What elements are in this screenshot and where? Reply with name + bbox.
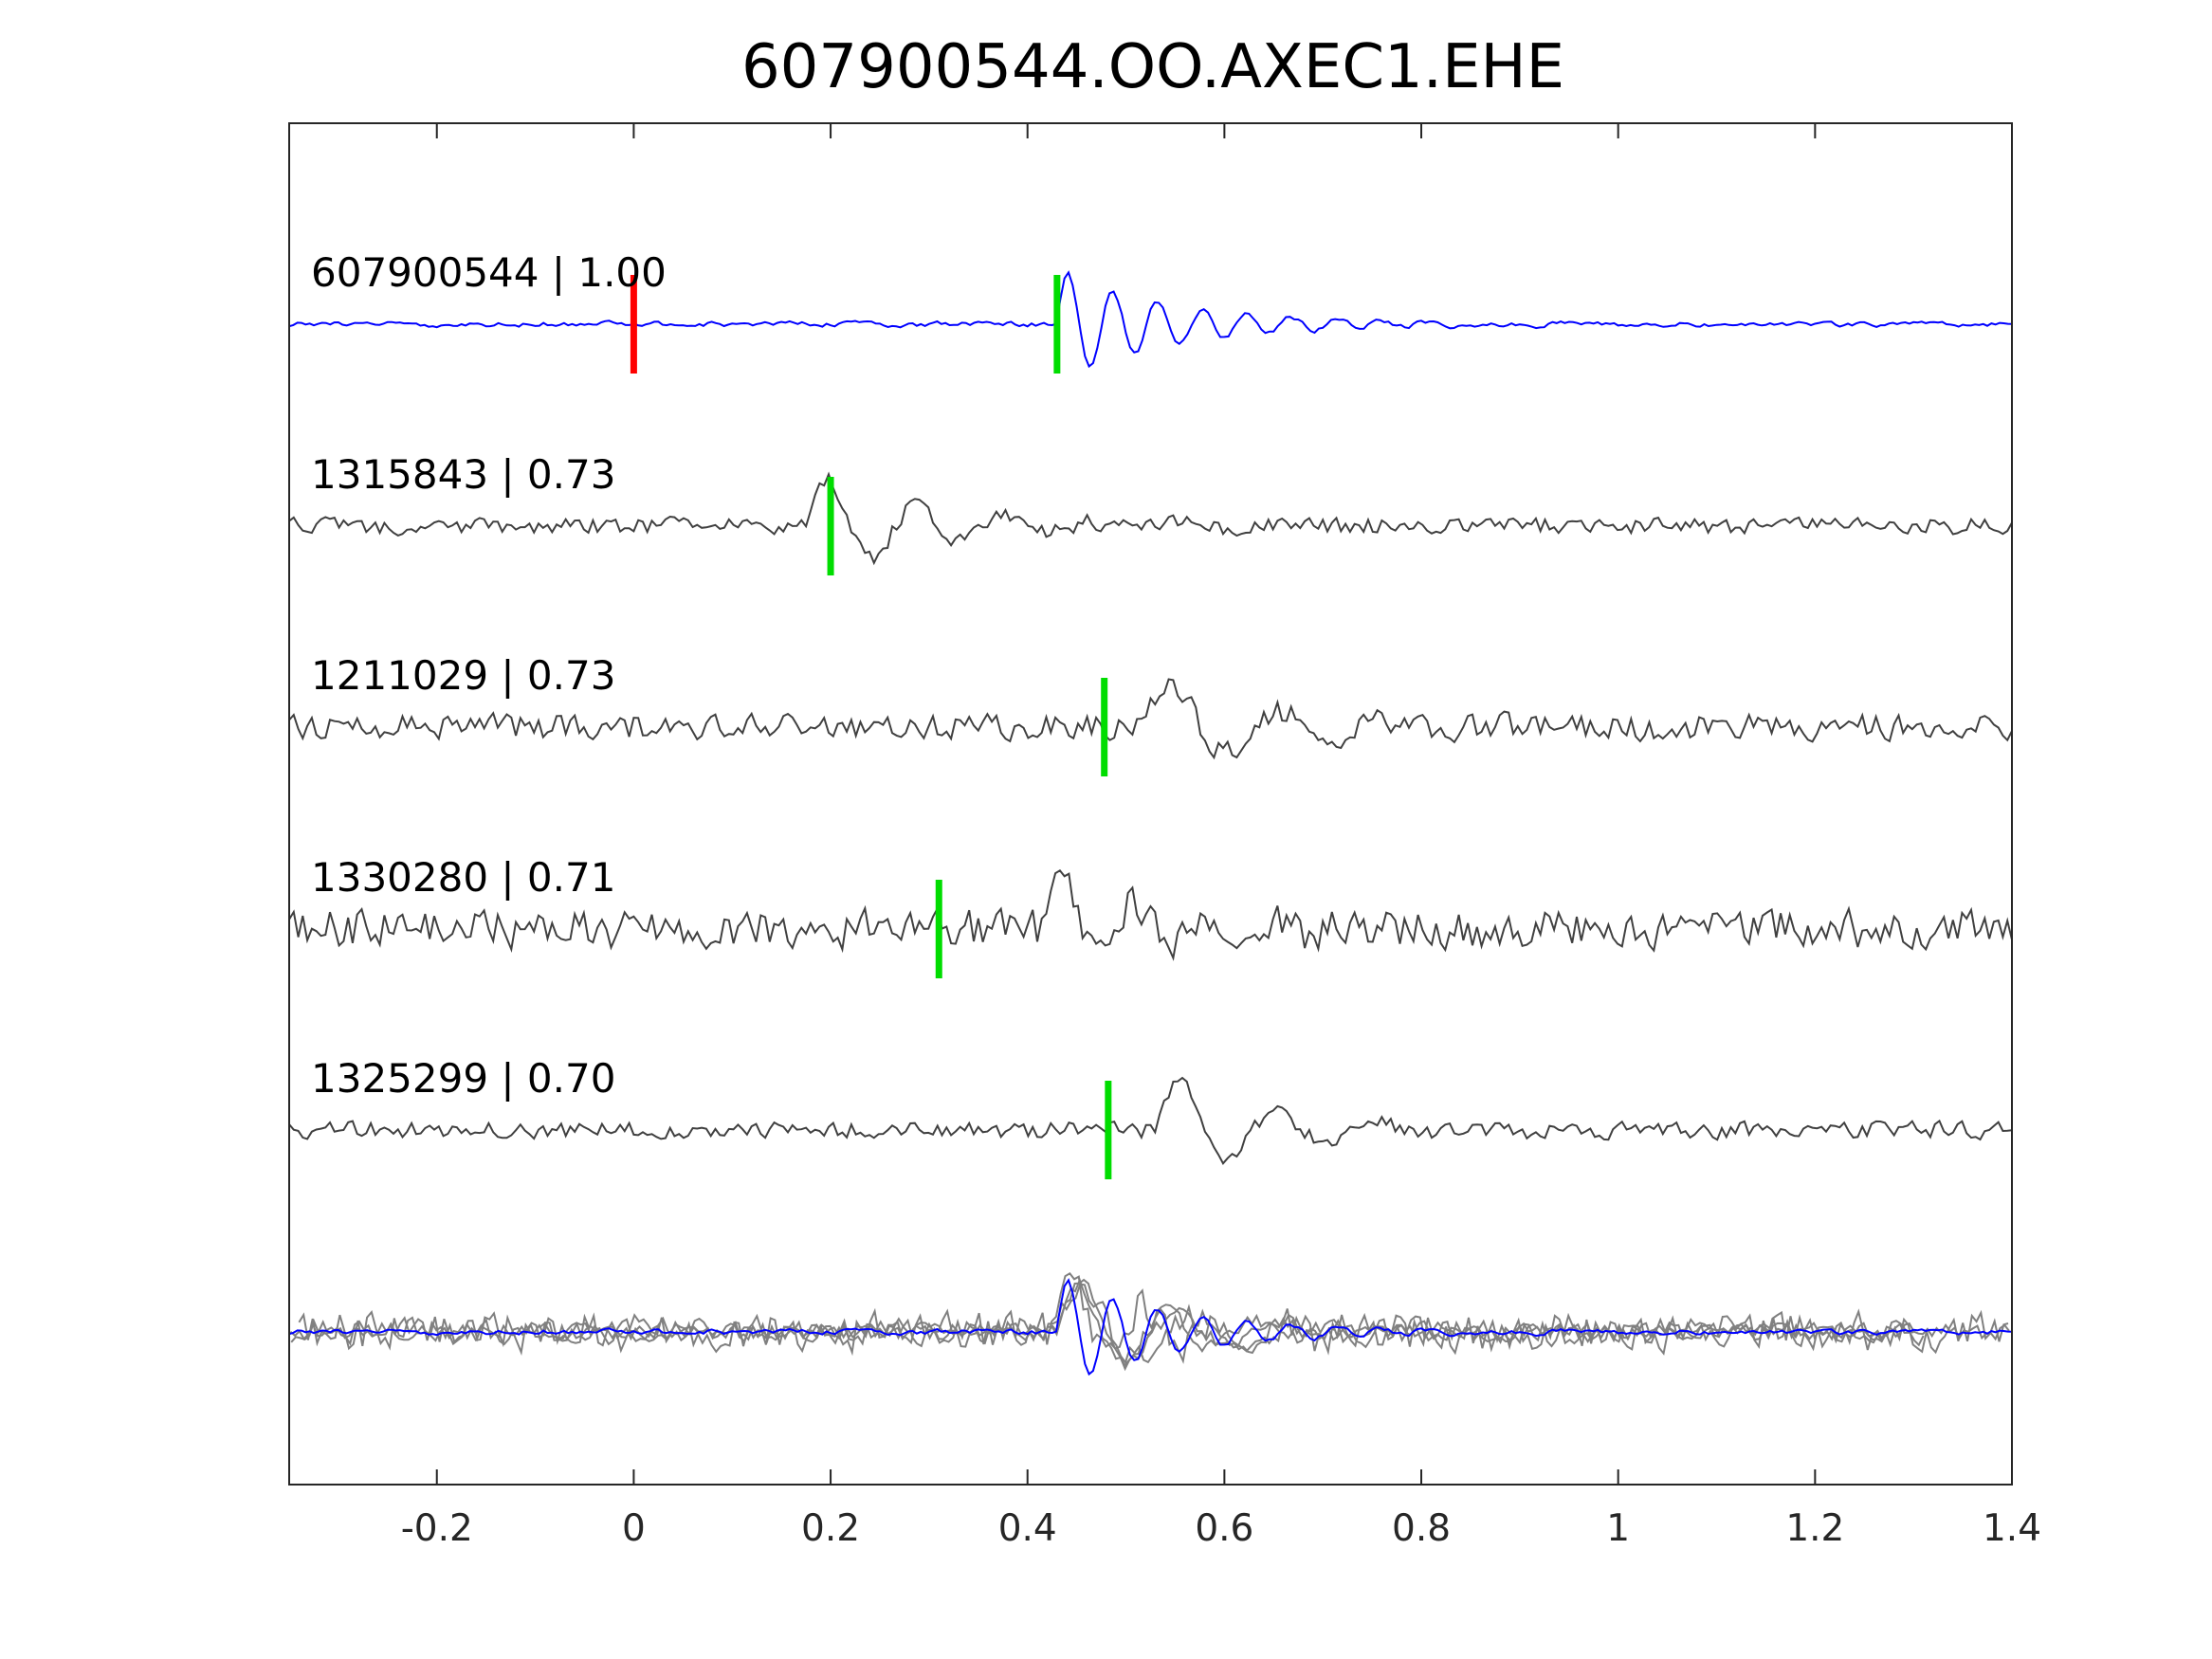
phase-picks [630,275,1112,1179]
trace-label-1315843: 1315843 | 0.73 [311,451,615,498]
overlay-trace-template [288,1278,2013,1376]
traces [288,270,2013,1165]
stacked-overlay [288,1271,2013,1376]
trace-607900544 [288,270,2013,369]
x-tick-label: 1.4 [1983,1507,2041,1550]
overlay-trace-1211029 [290,1283,1925,1365]
overlay-trace-1330280 [298,1271,2009,1364]
x-tick-label: 1 [1606,1507,1630,1550]
x-tick-label: -0.2 [401,1507,473,1550]
trace-label-607900544: 607900544 | 1.00 [311,249,667,296]
trace-1325299 [288,1076,2013,1165]
trace-label-1325299: 1325299 | 0.70 [311,1055,615,1102]
overlay-trace-1325299 [289,1278,1914,1367]
x-tick-label: 0.2 [801,1507,860,1550]
x-tick-label: 0.4 [998,1507,1057,1550]
x-tick-label: 1.2 [1785,1507,1844,1550]
trace-1211029 [288,678,2013,760]
x-axis: -0.2 0 0.2 0.4 0.6 0.8 1 1.2 1.4 [401,123,2041,1550]
x-tick-label: 0.8 [1392,1507,1451,1550]
axes-frame [288,122,2013,1486]
plot-area: -0.2 0 0.2 0.4 0.6 0.8 1 1.2 1.4 607900544 | 1.0… [288,122,2041,1550]
x-tick-label: 0.6 [1195,1507,1253,1550]
x-tick-label: 0 [622,1507,646,1550]
trace-1330280 [288,869,2013,961]
trace-labels: 607900544 | 1.00 1315843 | 0.73 1211029 | … [311,249,667,1102]
trace-label-1330280: 1330280 | 0.71 [311,854,615,901]
chart-title: 607900544.OO.AXEC1.EHE [741,32,1564,102]
trace-label-1211029: 1211029 | 0.73 [311,652,615,699]
trace-1315843 [288,471,2013,566]
